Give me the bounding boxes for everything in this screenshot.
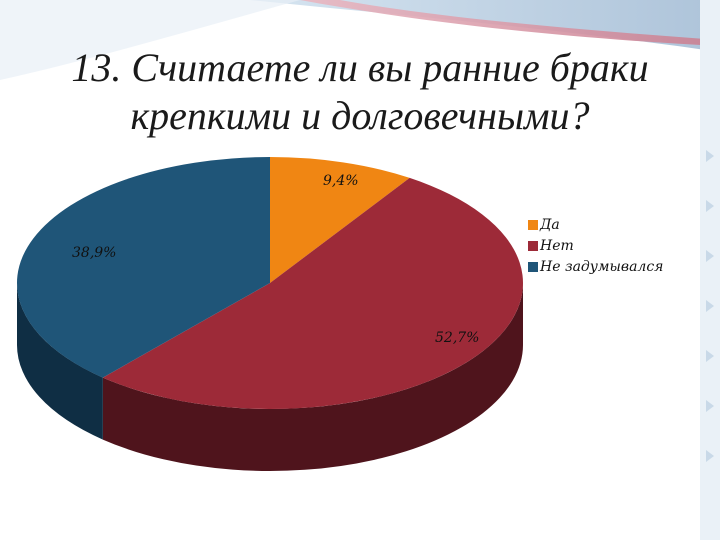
legend-swatch-net xyxy=(528,240,538,251)
title-line-2: крепкими и долговечными? xyxy=(130,93,590,138)
data-label-net: 52,7% xyxy=(435,330,479,346)
legend-label-net: Нет xyxy=(540,237,574,254)
pie-side-walls xyxy=(17,283,523,471)
chart-legend: Да Нет Не задумывался xyxy=(528,214,663,277)
pie-side-ne-zadumyvalsya xyxy=(17,283,103,440)
pie-top xyxy=(16,157,524,410)
title-line-1: 13. Считаете ли вы ранние браки xyxy=(71,45,649,90)
legend-label-ne-zadumyvalsya: Не задумывался xyxy=(540,258,664,275)
legend-item-da: Да xyxy=(528,214,663,235)
pie-slice-net xyxy=(102,177,524,410)
data-label-da: 9,4% xyxy=(323,173,359,189)
legend-label-da: Да xyxy=(540,216,560,233)
legend-item-net: Нет xyxy=(528,235,663,256)
pie-side-net xyxy=(102,283,523,471)
legend-swatch-da xyxy=(528,219,538,230)
legend-swatch-ne-zadumyvalsya xyxy=(528,261,538,272)
slide-title: 13. Считаете ли вы ранние браки крепкими… xyxy=(10,44,710,140)
right-edge-triangles xyxy=(706,150,714,462)
right-edge-stripe xyxy=(700,0,720,540)
top-swoosh-pink xyxy=(300,0,720,46)
data-label-ne-zadumyvalsya: 38,9% xyxy=(72,245,116,261)
top-swoosh-light xyxy=(0,0,300,80)
legend-item-ne-zadumyvalsya: Не задумывался xyxy=(528,256,663,277)
pie-data-labels: 9,4% 52,7% 38,9% xyxy=(72,173,479,346)
pie-slice-ne-zadumyvalsya xyxy=(16,157,270,378)
pie-slice-da xyxy=(270,157,410,283)
top-swoosh-blue xyxy=(250,0,720,52)
